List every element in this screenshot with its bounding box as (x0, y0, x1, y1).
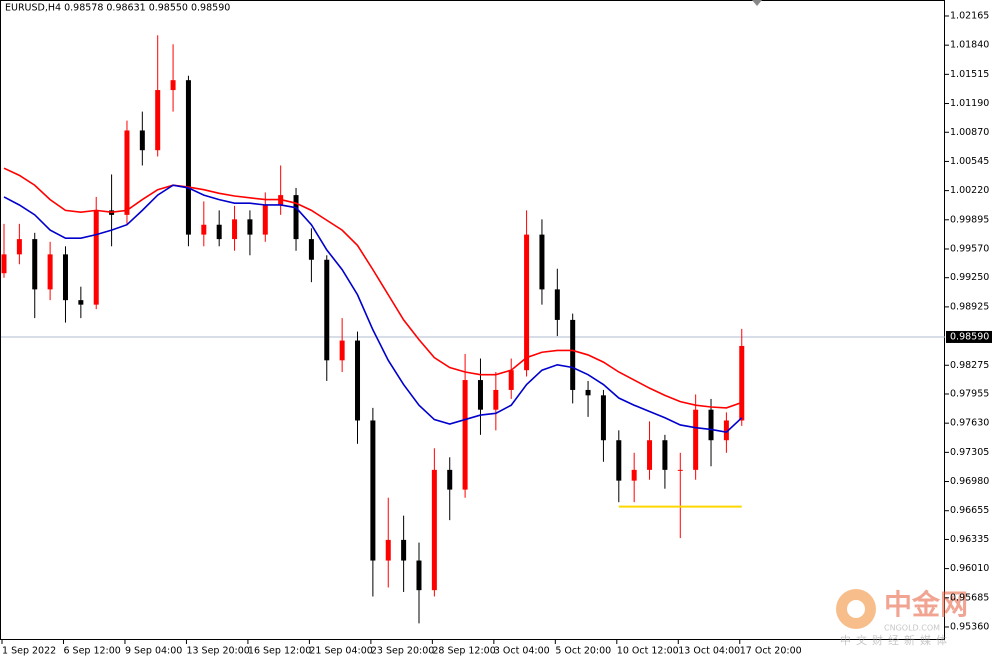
candle-body (385, 539, 391, 561)
y-tick-label: 0.98925 (950, 301, 989, 312)
x-tick-label: 1 Sep 2022 (2, 646, 56, 657)
candle-body (47, 254, 53, 290)
moving-average (3, 184, 743, 434)
x-tick-label: 16 Sep 12:00 (248, 646, 311, 657)
candle-body (447, 469, 453, 490)
candle-body (170, 80, 176, 91)
candle-body (524, 234, 530, 371)
x-tick-label: 28 Sep 12:00 (432, 646, 495, 657)
x-tick-label: 17 Oct 20:00 (740, 646, 802, 657)
x-tick-label: 5 Oct 20:00 (555, 646, 611, 657)
x-tick-label: 13 Oct 04:00 (678, 646, 740, 657)
candle-body (78, 300, 84, 305)
logo-inner (847, 600, 865, 618)
candle-body (62, 254, 68, 301)
shift-marker (752, 0, 762, 6)
candle-body (293, 195, 299, 240)
candle-body (16, 239, 22, 255)
candle-body (339, 340, 345, 361)
watermark: 中金网 CNGOLD.COM 中文财经新媒体 (836, 588, 968, 647)
y-tick-label: 1.01840 (950, 40, 989, 51)
y-tick-label: 1.01515 (950, 69, 989, 80)
candle-body (124, 130, 130, 215)
candle-body (662, 440, 668, 470)
y-tick-label: 1.00545 (950, 156, 989, 167)
candle-body (600, 395, 606, 441)
candle-body (139, 130, 145, 151)
candle-body (370, 420, 376, 561)
candle-body (431, 469, 437, 591)
y-tick-label: 0.99570 (950, 243, 989, 254)
x-tick-label: 9 Sep 04:00 (125, 646, 182, 657)
y-tick-label: 0.96010 (950, 563, 989, 574)
candle-body (477, 380, 483, 410)
x-tick-label: 23 Sep 20:00 (371, 646, 434, 657)
candle-body (262, 204, 268, 235)
y-tick-label: 0.99250 (950, 272, 989, 283)
candle-body (739, 345, 745, 421)
y-tick-label: 0.97955 (950, 388, 989, 399)
y-tick-label: 0.98275 (950, 360, 989, 371)
candle-body (616, 440, 622, 481)
candle-body (355, 340, 361, 421)
y-tick-label: 0.99895 (950, 214, 989, 225)
x-tick-label: 3 Oct 04:00 (494, 646, 550, 657)
candle-body (585, 389, 591, 396)
candle-body (647, 440, 653, 470)
x-tick-label: 6 Sep 12:00 (63, 646, 120, 657)
candle-body (570, 319, 576, 390)
candle-body (247, 219, 253, 235)
moving-average (3, 167, 743, 409)
y-tick-label: 0.96980 (950, 476, 989, 487)
last-price-box (946, 330, 992, 343)
y-tick-label: 1.00870 (950, 127, 989, 138)
candle-body (93, 210, 99, 305)
candle-body (723, 420, 729, 441)
candle-body (185, 80, 191, 235)
y-tick-label: 0.96655 (950, 505, 989, 516)
candle-body (708, 409, 714, 441)
candle-body (216, 224, 222, 240)
candle-body (631, 469, 637, 481)
x-tick-label: 10 Oct 12:00 (617, 646, 679, 657)
candle-body (539, 234, 545, 290)
candle-body (508, 370, 514, 390)
x-tick-label: 21 Sep 04:00 (309, 646, 372, 657)
candle-body (554, 289, 560, 320)
candle-body (308, 239, 314, 260)
candle-body (693, 409, 699, 470)
watermark-slogan: 中文财经新媒体 (840, 633, 952, 647)
candle-body (416, 560, 422, 591)
last-price-label: 0.98590 (950, 331, 989, 342)
y-tick-label: 1.00220 (950, 185, 989, 196)
candle-body (1, 254, 7, 274)
chart-title: EURUSD,H4 0.98578 0.98631 0.98550 0.9859… (5, 3, 230, 14)
candle-body (232, 219, 238, 240)
y-tick-label: 0.96335 (950, 534, 989, 545)
x-tick-label: 13 Sep 20:00 (186, 646, 249, 657)
candle-body (32, 239, 38, 290)
plot-frame (0, 0, 945, 640)
y-tick-label: 0.97630 (950, 418, 989, 429)
watermark-name: 中金网 (884, 588, 968, 621)
watermark-site: CNGOLD.COM (884, 624, 940, 633)
y-tick-label: 0.97305 (950, 447, 989, 458)
candle-body (677, 469, 683, 471)
candle-body (324, 259, 330, 361)
y-tick-label: 1.02165 (950, 10, 989, 21)
candle-body (401, 539, 407, 561)
candle-body (493, 389, 499, 410)
y-tick-label: 1.01190 (950, 98, 989, 109)
candle-body (462, 380, 468, 490)
candle-body (155, 90, 161, 151)
y-tick-label: 0.95685 (950, 592, 989, 603)
y-tick-label: 0.95360 (950, 621, 989, 632)
candle-body (201, 224, 207, 235)
